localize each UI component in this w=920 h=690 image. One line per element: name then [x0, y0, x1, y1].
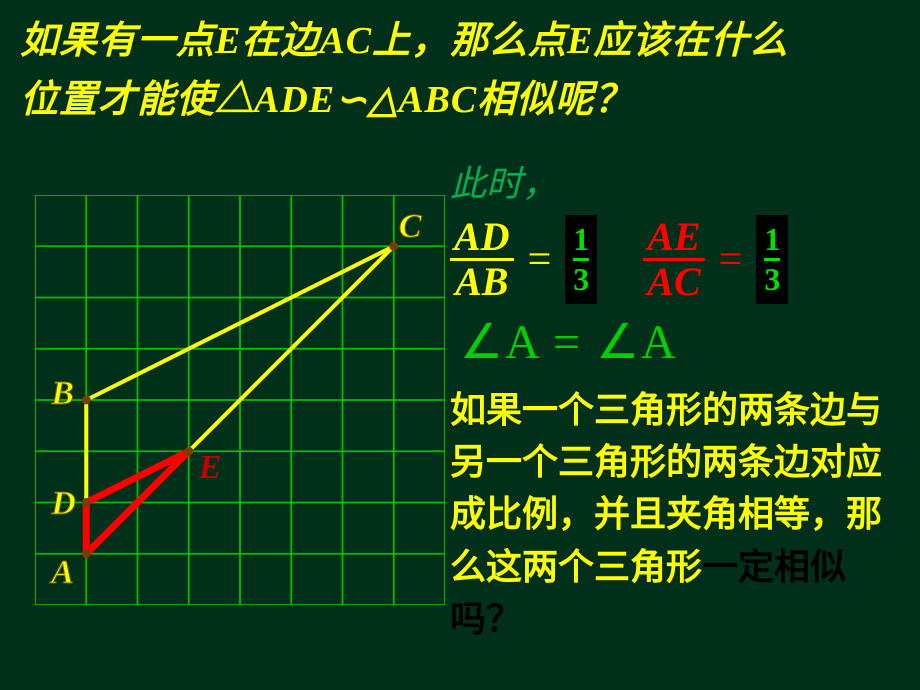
explanation-column: 此时， AD AB = 1 3 AE AC = 1 3 ∠A = ∠A 如果一个… [450, 155, 910, 645]
point-label-E: E [199, 449, 222, 487]
fraction-ad-ab: AD AB [450, 216, 514, 303]
geometry-diagram: AD B C E [35, 195, 445, 605]
lead-word: 此时， [450, 155, 910, 207]
angle-equation: ∠A = ∠A [460, 314, 910, 370]
title-line-1: 如果有一点E在边AC上，那么点E应该在什么 [20, 20, 788, 62]
point-label-C: C [399, 208, 422, 246]
theorem-question: 如果一个三角形的两条边与另一个三角形的两条边对应成比例，并且夹角相等，那么这两个… [450, 384, 910, 645]
point-label-B: B [51, 375, 74, 413]
title-line-2: 位置才能使△ADE∽△ABC相似呢？ [20, 79, 633, 121]
result-one-third-2: 1 3 [756, 215, 788, 304]
equals-2: = [719, 236, 743, 284]
fraction-ae-ac: AE AC [643, 216, 704, 303]
equals-1: = [528, 236, 552, 284]
point-label-A: A [51, 554, 74, 592]
ratio-equations: AD AB = 1 3 AE AC = 1 3 [450, 215, 910, 304]
point-label-D: D [51, 485, 76, 523]
result-one-third-1: 1 3 [565, 215, 597, 304]
question-title: 如果有一点E在边AC上，那么点E应该在什么 位置才能使△ADE∽△ABC相似呢？ [0, 0, 920, 130]
